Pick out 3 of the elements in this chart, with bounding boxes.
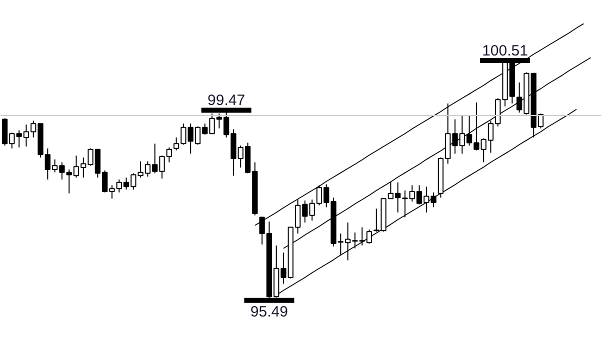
annotation: 99.47 (208, 92, 246, 110)
annotation: 95.49 (250, 303, 288, 320)
annotation: 100.51 (482, 42, 528, 60)
